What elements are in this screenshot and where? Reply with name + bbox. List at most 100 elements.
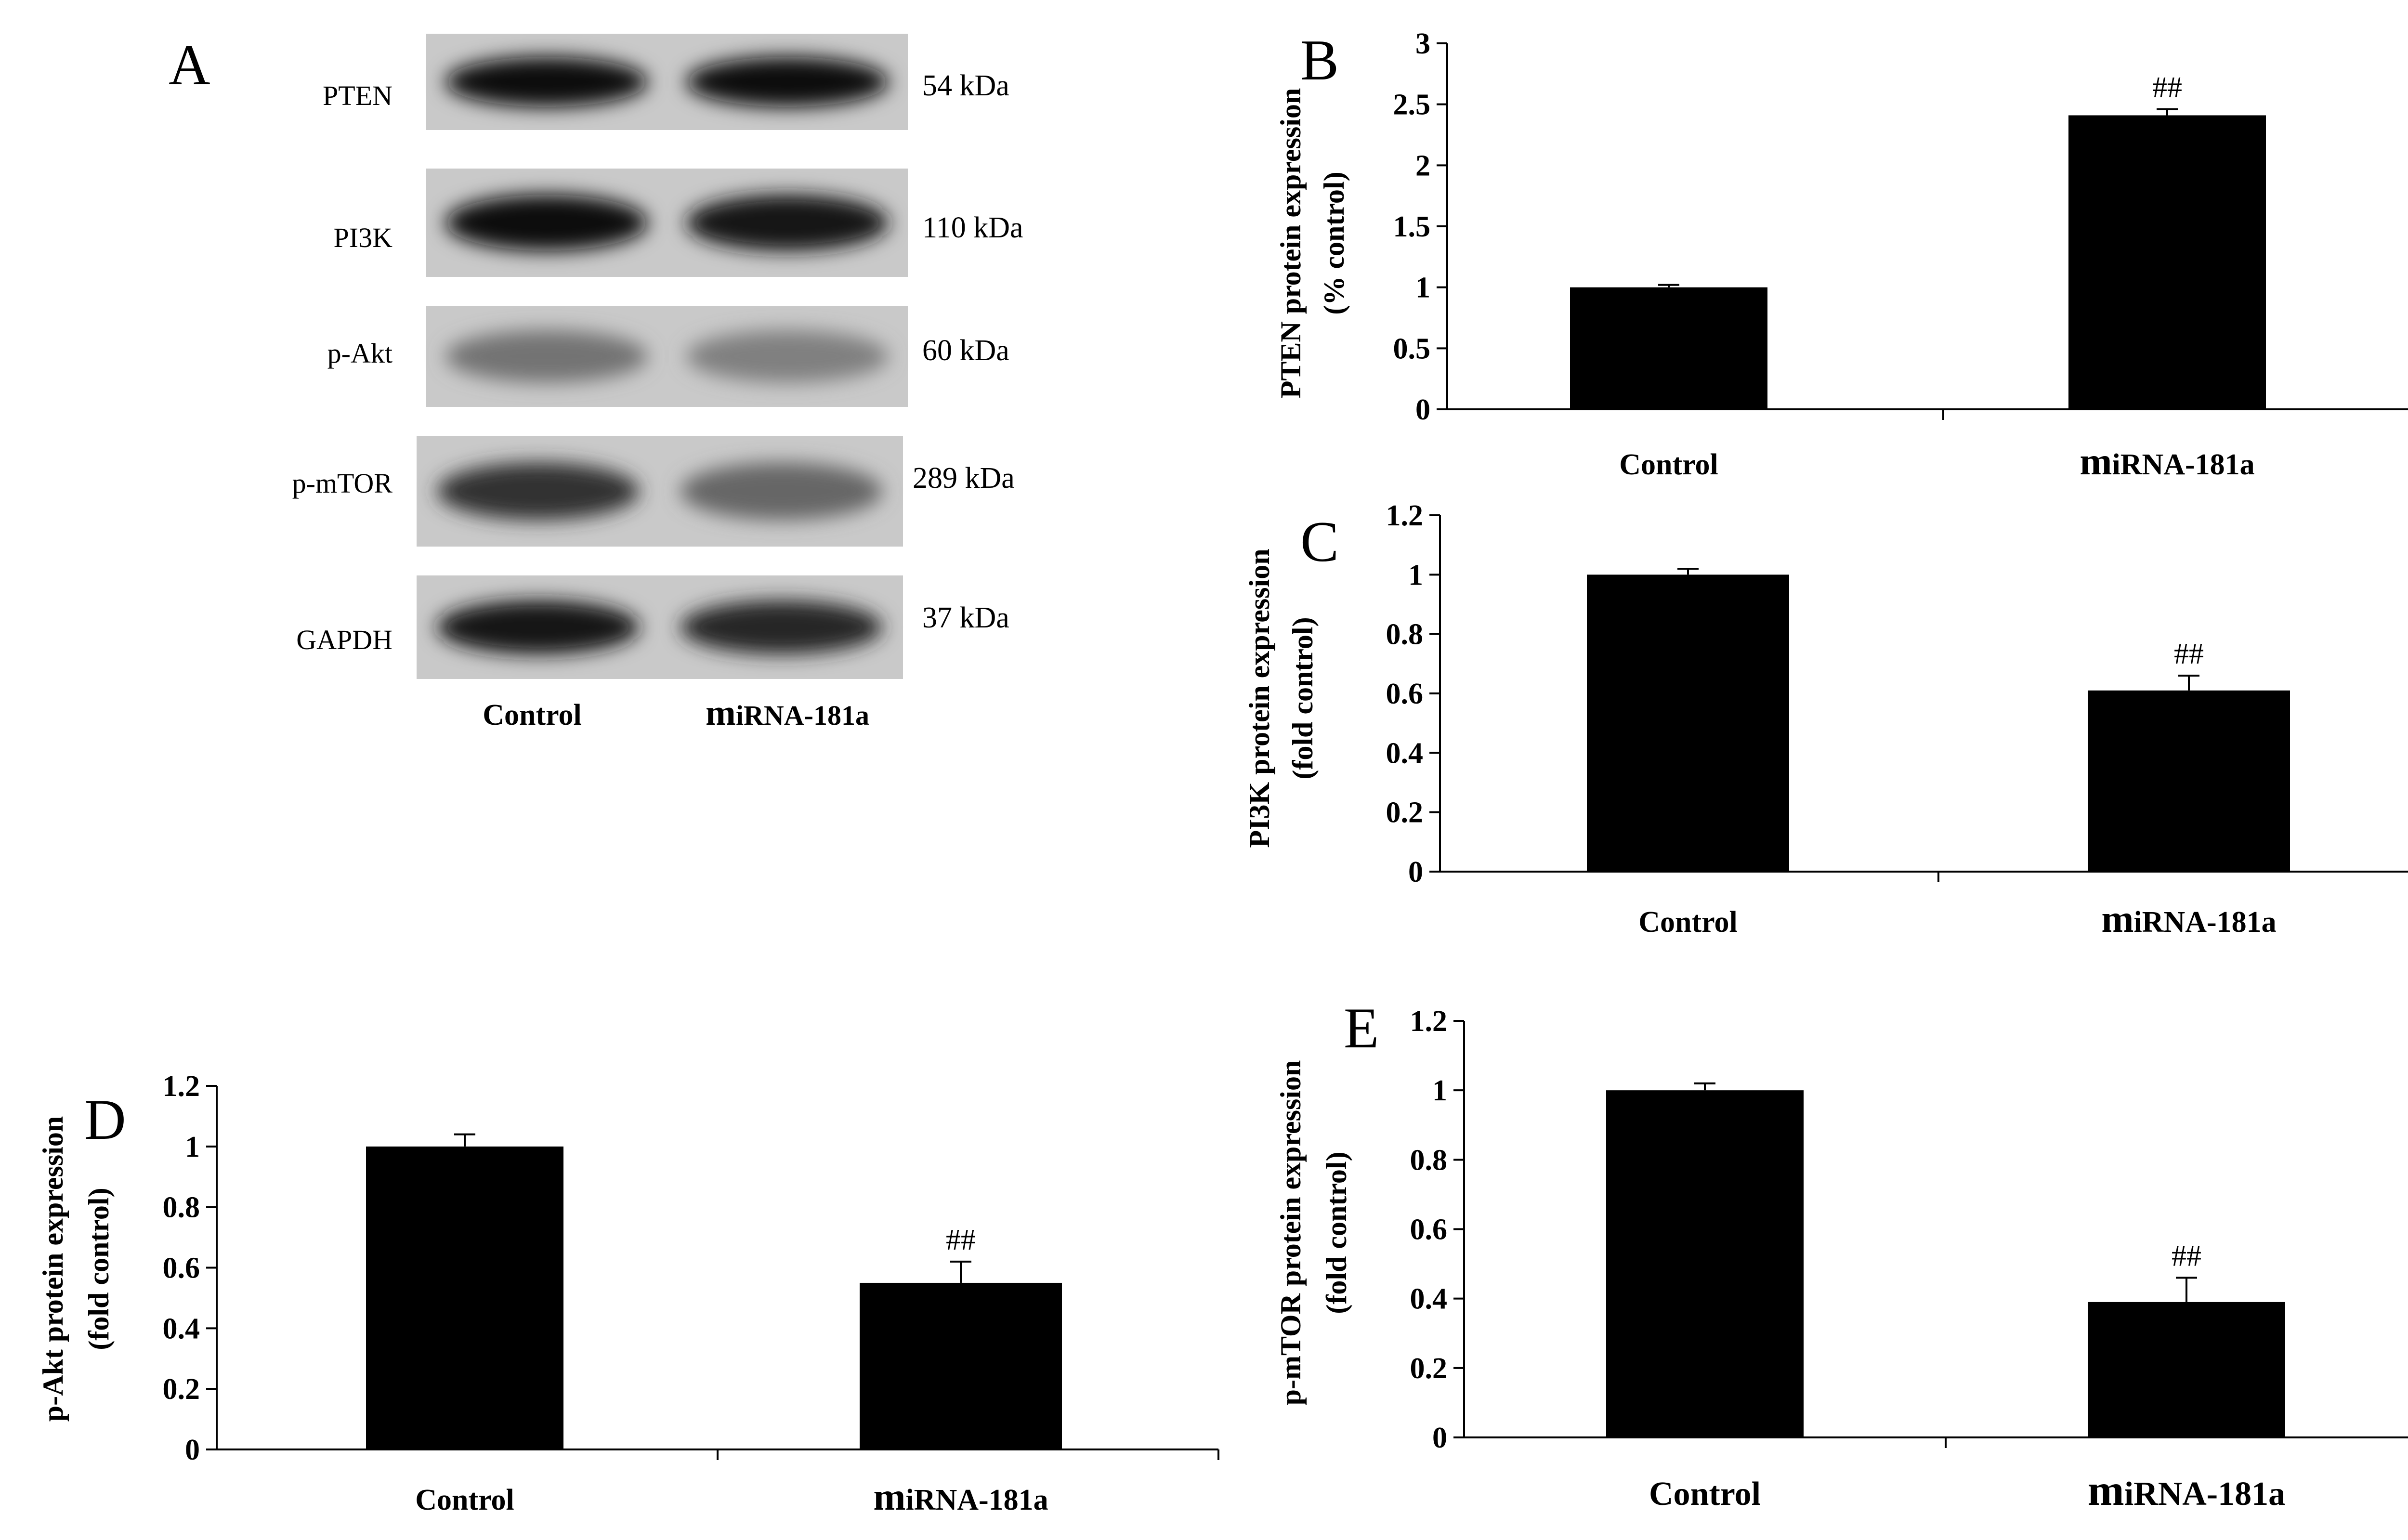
panel-letter: E — [1344, 996, 1379, 1060]
bar — [366, 1146, 563, 1449]
y-tick-label: 0 — [1432, 1422, 1447, 1454]
y-tick-label: 0.6 — [163, 1252, 200, 1285]
y-tick-label: 1.2 — [1386, 499, 1424, 532]
significance-annotation: ## — [2152, 71, 2182, 104]
significance-annotation: ## — [946, 1224, 976, 1256]
y-tick-label: 1 — [1432, 1074, 1447, 1107]
panel-letter-a: A — [169, 33, 210, 97]
chart-panel-b: B 0 0.5 1 1.5 2 2.5 3 Control ## miRNA-181a PTEN pr… — [1275, 27, 2408, 483]
y-tick-label: 1 — [1408, 559, 1423, 591]
y-tick-label: 0.2 — [1386, 796, 1424, 829]
y-tick-label: 0.6 — [1386, 678, 1424, 710]
bar — [2068, 115, 2266, 409]
x-tick-label: miRNA-181a — [2101, 898, 2276, 940]
y-tick-label: 0.8 — [163, 1191, 200, 1224]
x-tick-label: miRNA-181a — [2088, 1466, 2285, 1514]
x-tick-label: Control — [1638, 906, 1738, 939]
protein-band — [445, 57, 648, 107]
x-tick-label-rest: iRNA-181a — [2112, 448, 2254, 481]
significance-annotation: ## — [2174, 638, 2204, 670]
protein-label: PI3K — [334, 222, 393, 253]
chart-panel-d: D 0 0.2 0.4 0.6 0.8 1 1.2 Control ## miRNA-181a p-A… — [37, 1070, 1219, 1518]
bar — [2088, 1302, 2285, 1437]
y-tick-label: 1 — [1415, 272, 1430, 304]
bar — [1587, 574, 1789, 872]
x-tick-label: miRNA-181a — [2080, 440, 2254, 483]
x-tick-label-prefix: m — [2080, 440, 2112, 483]
protein-band — [680, 600, 883, 654]
protein-label: GAPDH — [296, 624, 393, 655]
y-tick-label: 0 — [185, 1434, 200, 1466]
x-tick-label-prefix: m — [2088, 1466, 2124, 1514]
protein-band — [686, 330, 889, 383]
x-tick-label: miRNA-181a — [873, 1475, 1048, 1518]
chart-panel-e: E 0 0.2 0.4 0.6 0.8 1 1.2 Control ## miRNA-181a p-m… — [1275, 996, 2408, 1514]
protein-label: PTEN — [323, 80, 393, 111]
y-tick-label: 0.8 — [1386, 618, 1424, 651]
western-blot-panel: A PTEN 54 kDa PI3K 110 kDa p-Akt 60 kDa p-mTOR 2… — [169, 33, 1023, 733]
molecular-weight-label: 289 kDa — [913, 462, 1015, 495]
y-tick-label: 0 — [1415, 393, 1430, 426]
x-tick-label: Control — [415, 1484, 514, 1516]
bar — [860, 1282, 1062, 1449]
x-tick-label: Control — [1619, 448, 1718, 481]
protein-band — [686, 195, 889, 251]
protein-band — [445, 195, 648, 251]
x-tick-label-rest: Control — [1649, 1475, 1761, 1513]
y-tick-label: 1.5 — [1393, 210, 1431, 243]
lane-label-mirna: miRNA-181a — [706, 693, 869, 733]
x-tick-label-rest: Control — [1638, 906, 1738, 939]
protein-label: p-Akt — [327, 338, 393, 369]
y-axis-label: PTEN protein expression — [1275, 88, 1307, 399]
molecular-weight-label: 54 kDa — [922, 69, 1009, 102]
x-tick-label-rest: Control — [415, 1484, 514, 1516]
x-tick-label-rest: iRNA-181a — [2133, 906, 2276, 939]
y-tick-label: 0.8 — [1410, 1144, 1448, 1176]
molecular-weight-label: 37 kDa — [922, 601, 1009, 634]
lane-label-mirna-rest: iRNA-181a — [736, 700, 869, 731]
y-tick-label: 0.6 — [1410, 1214, 1448, 1246]
y-tick-label: 0.2 — [1410, 1352, 1448, 1385]
bar — [1606, 1090, 1804, 1437]
y-axis-label: p-Akt protein expression — [37, 1116, 69, 1422]
significance-annotation: ## — [2172, 1240, 2201, 1272]
y-axis-label: (fold control) — [83, 1188, 115, 1350]
y-axis-label: (fold control) — [1287, 617, 1319, 779]
bar — [2088, 690, 2290, 872]
panel-letter: C — [1300, 509, 1339, 574]
y-tick-label: 0.2 — [163, 1373, 200, 1406]
y-axis-label: (% control) — [1318, 171, 1350, 314]
protein-band — [437, 462, 640, 520]
protein-band — [445, 330, 648, 383]
x-tick-label: Control — [1649, 1475, 1761, 1513]
y-axis-label: p-mTOR protein expression — [1275, 1060, 1307, 1406]
y-tick-label: 0.4 — [1386, 737, 1424, 770]
panel-letter: B — [1300, 28, 1339, 92]
panel-letter: D — [84, 1087, 126, 1151]
lane-label-mirna-prefix: m — [706, 693, 736, 733]
x-tick-label-prefix: m — [873, 1475, 905, 1518]
y-tick-label: 2 — [1415, 149, 1430, 182]
y-tick-label: 1 — [185, 1131, 200, 1163]
y-tick-label: 0 — [1408, 856, 1423, 888]
protein-band — [686, 57, 889, 107]
y-axis-label: (fold control) — [1321, 1151, 1352, 1314]
x-tick-label-prefix: m — [2101, 898, 2133, 940]
y-tick-label: 1.2 — [163, 1070, 200, 1103]
x-tick-label-rest: Control — [1619, 448, 1718, 481]
y-tick-label: 0.4 — [1410, 1283, 1448, 1316]
x-tick-label-rest: iRNA-181a — [905, 1484, 1048, 1516]
y-tick-label: 2.5 — [1393, 89, 1431, 121]
chart-panel-c: C 0 0.2 0.4 0.6 0.8 1 1.2 Control ## miRNA-181a PI3… — [1243, 499, 2408, 940]
y-tick-label: 3 — [1415, 27, 1430, 60]
lane-label-control: Control — [483, 699, 582, 731]
y-tick-label: 1.2 — [1410, 1005, 1448, 1038]
bar — [1570, 287, 1767, 409]
protein-label: p-mTOR — [292, 468, 393, 499]
protein-band — [437, 600, 640, 654]
y-tick-label: 0.5 — [1393, 332, 1431, 365]
y-tick-label: 0.4 — [163, 1312, 200, 1345]
x-tick-label-rest: iRNA-181a — [2124, 1475, 2285, 1513]
